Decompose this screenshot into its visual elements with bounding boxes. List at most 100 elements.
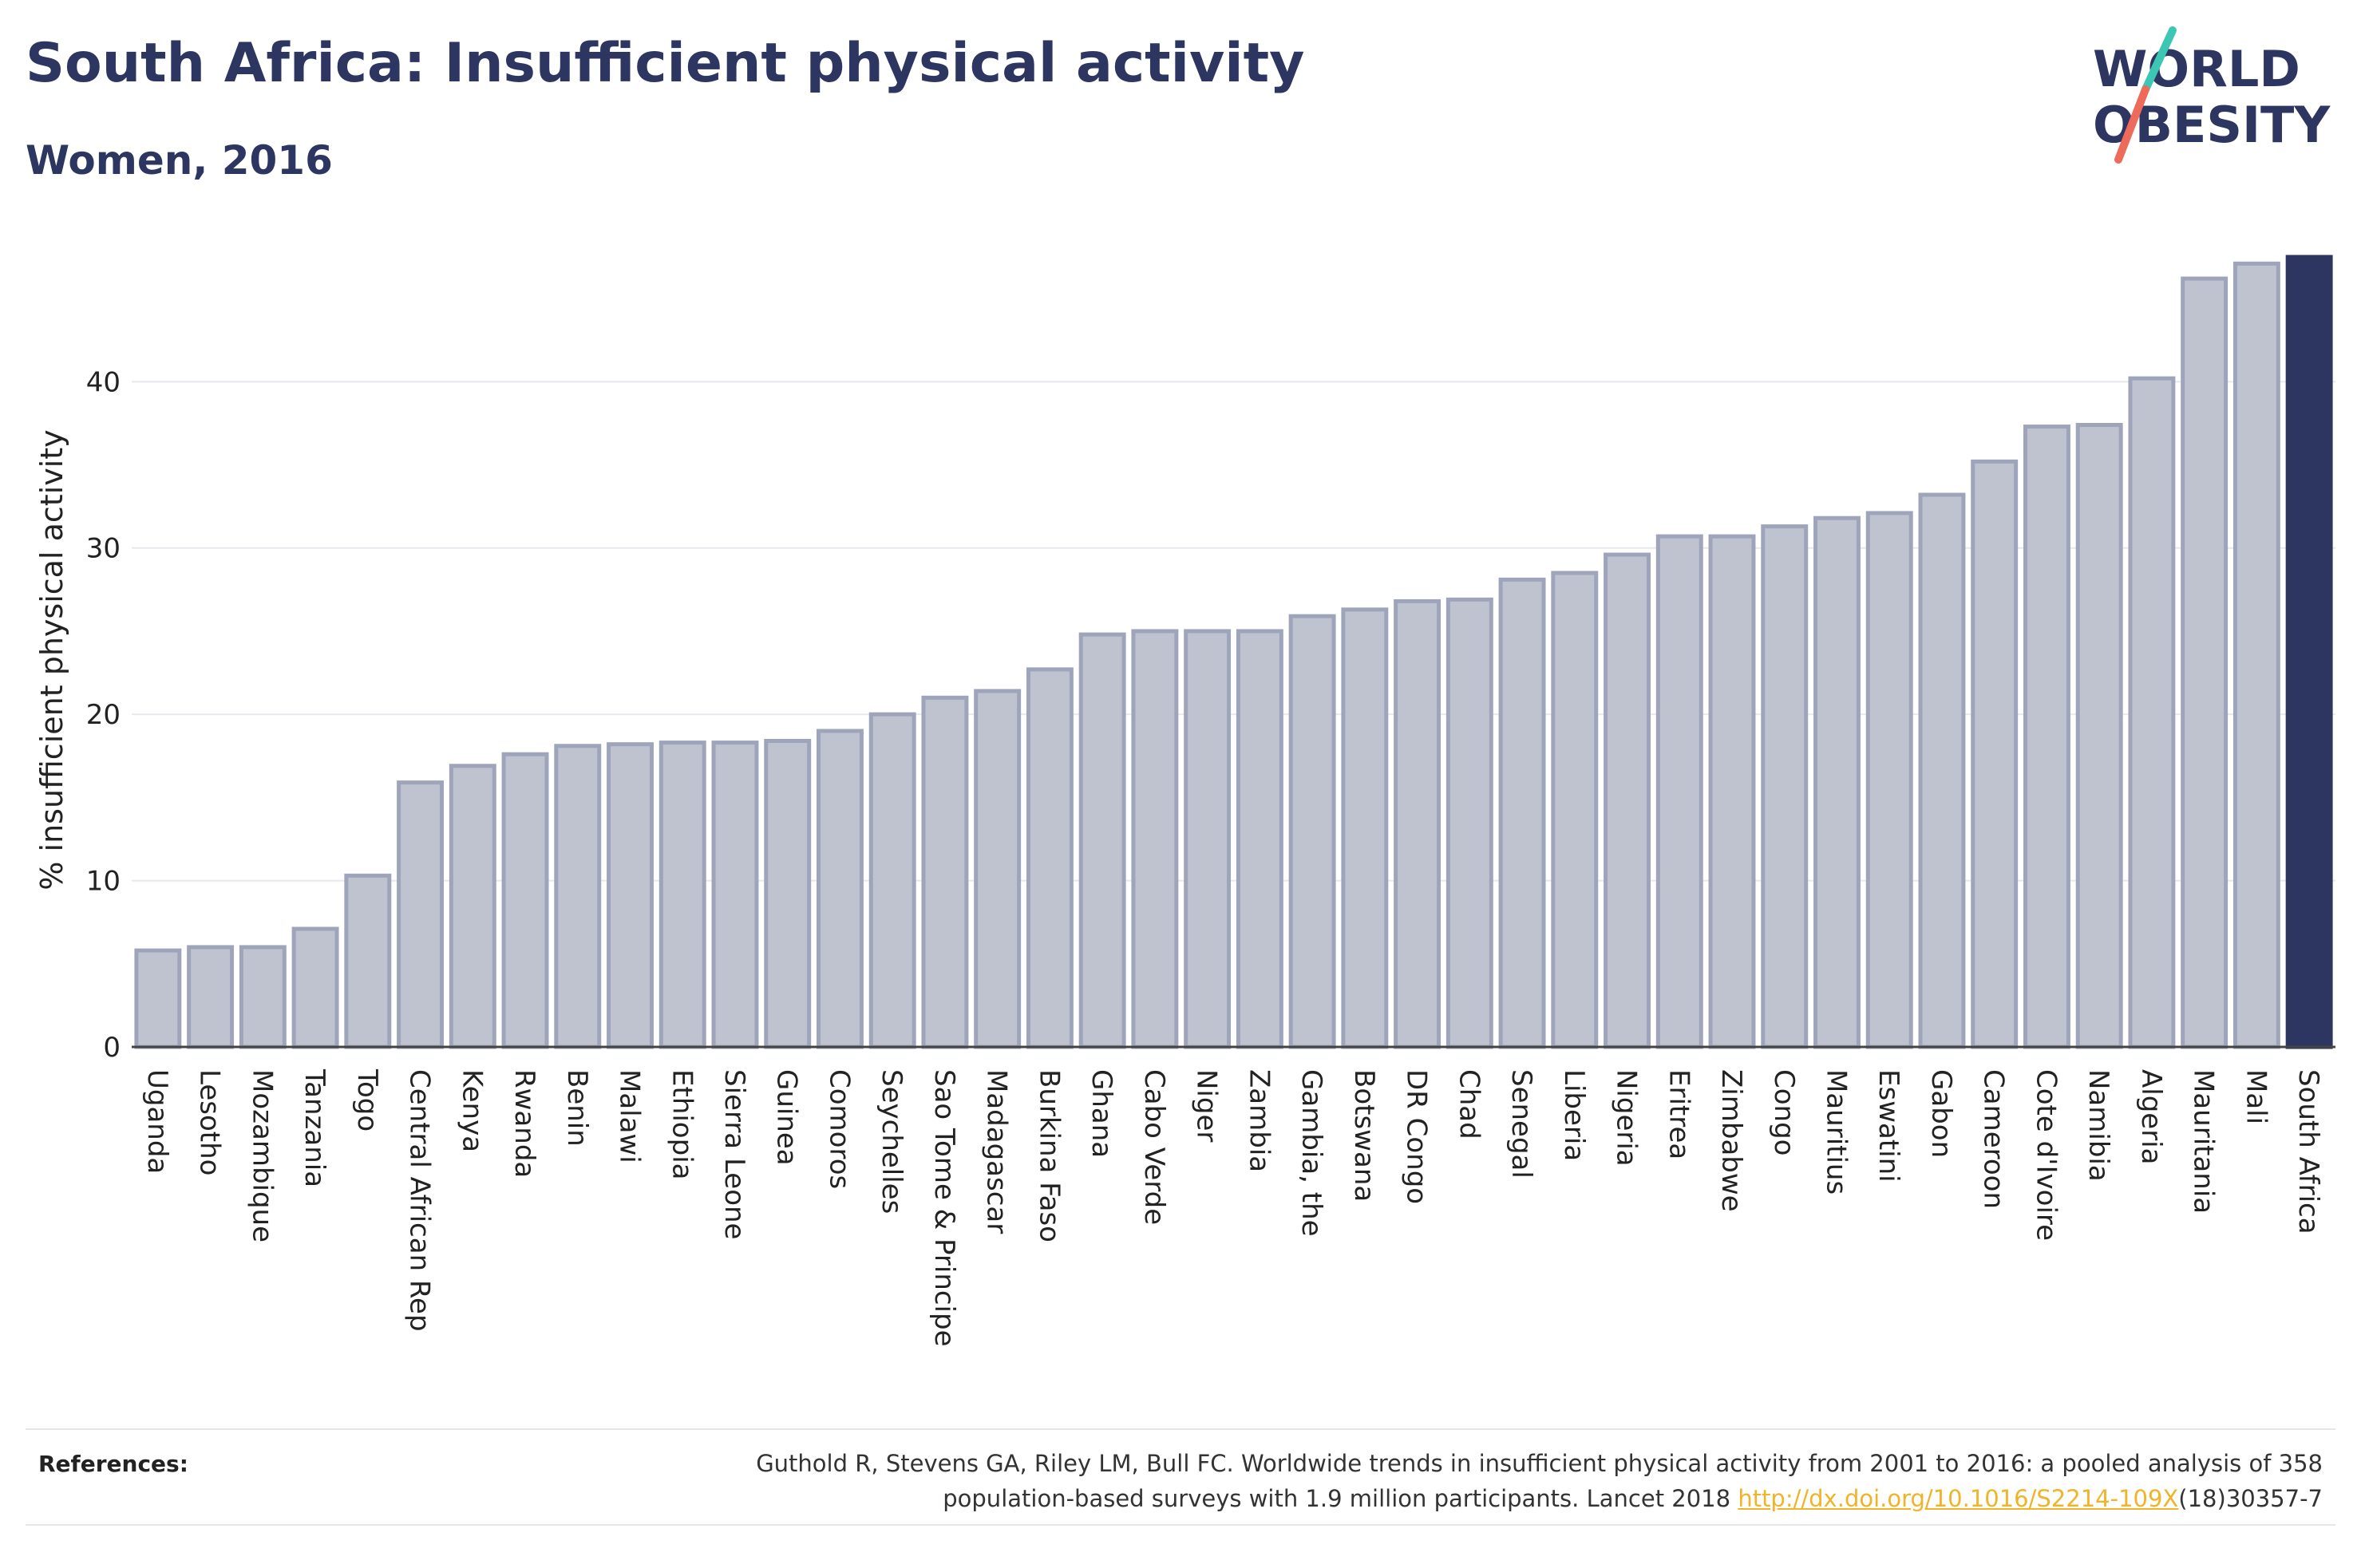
bar [291,926,339,1049]
x-tick-label: Lesotho [194,1069,226,1175]
references-label: References: [38,1451,188,1477]
x-tick-label: Algeria [2135,1069,2167,1164]
bar [607,742,654,1049]
bar-chart: 0 10 20 30 40 % insufficient physical activit… [34,255,2335,1347]
x-tick-label: South Africa [2292,1069,2324,1234]
x-tick-label: Eritrea [1663,1069,1695,1159]
y-tick-label: 10 [86,866,121,898]
bar [1604,552,1651,1049]
x-tick-label: Zimbabwe [1715,1069,1747,1212]
logo-coral-stroke [2114,85,2149,164]
bar [1655,534,1703,1049]
bar-highlight [2285,255,2333,1049]
x-tick-label: Cabo Verde [1138,1069,1170,1225]
x-tick-label: Niger [1191,1069,1223,1142]
x-tick-label: Comoros [823,1069,855,1189]
bar [658,741,706,1049]
x-tick-label: Gambia, the [1295,1069,1327,1237]
x-tick-label: Sierra Leone [718,1069,750,1239]
bar [921,695,969,1049]
x-tick-label: Botswana [1348,1069,1380,1202]
bar [868,712,916,1049]
bar [764,739,812,1049]
bar [1078,632,1126,1049]
bar [1184,629,1232,1049]
bar [2128,376,2176,1049]
footer-divider-top [26,1428,2335,1430]
bar [1865,511,1913,1049]
bar [397,780,445,1049]
x-tick-label: Cote d'Ivoire [2030,1069,2062,1241]
x-tick-label: Madagascar [981,1069,1013,1234]
bar [134,948,182,1049]
bar [1918,492,1966,1049]
world-obesity-logo: WORLD OBESITY [2083,24,2347,176]
x-tick-label: Uganda [141,1069,173,1174]
x-tick-label: Nigeria [1611,1069,1643,1167]
reference-line2-prefix: population-based surveys with 1.9 millio… [943,1485,1738,1512]
x-tick-label: Rwanda [508,1069,540,1178]
x-tick-label: Sao Tome & Principe [928,1069,960,1347]
page-title: South Africa: Insufficient physical acti… [26,32,1305,95]
x-tick-label: Chad [1453,1069,1485,1139]
x-tick-label: Congo [1768,1069,1800,1155]
bar [554,744,602,1049]
x-tick-label: Tanzania [299,1068,330,1187]
x-tick-label: Cameroon [1978,1069,2010,1209]
x-tick-label: Mauritius [1820,1069,1852,1195]
page-subtitle: Women, 2016 [26,137,333,184]
bar [449,764,496,1049]
x-tick-label: Eswatini [1873,1069,1904,1183]
reference-line1: Guthold R, Stevens GA, Riley LM, Bull FC… [756,1450,2323,1477]
bar [239,945,287,1049]
bar [1761,524,1809,1049]
x-tick-label: Ghana [1086,1069,1117,1158]
x-tick-label: Guinea [771,1069,803,1166]
reference-doi-link[interactable]: http://dx.doi.org/10.1016/S2214-109X [1738,1485,2179,1512]
bar [1813,515,1861,1049]
x-tick-label: Malawi [614,1069,646,1163]
bar [1026,667,1074,1049]
x-tick-label: Senegal [1505,1069,1537,1179]
bar [1971,459,2019,1049]
bar [1236,629,1283,1049]
bar [187,945,235,1049]
x-tick-label: Ethiopia [666,1069,698,1179]
bar [1498,577,1546,1049]
x-tick-label: Kenya [456,1069,488,1152]
bar [1131,629,1179,1049]
logo-line1: WORLD [2093,40,2300,98]
bar [1708,534,1756,1049]
x-tick-label: Liberia [1558,1069,1590,1161]
references-text: Guthold R, Stevens GA, Riley LM, Bull FC… [487,1446,2323,1516]
bar [711,741,759,1049]
x-tick-label: Mali [2240,1069,2272,1124]
x-tick-label: Zambia [1243,1069,1275,1172]
x-tick-label: Gabon [1925,1069,1957,1158]
world-obesity-logo-mark: WORLD OBESITY [2093,26,2331,164]
bar [1288,614,1336,1049]
x-tick-label: Seychelles [876,1069,908,1214]
x-tick-label: Central African Rep [404,1069,436,1332]
bar [2023,425,2070,1049]
y-axis-label: % insufficient physical activity [34,429,69,890]
logo-teal-stroke [2142,26,2177,93]
bar [1341,607,1389,1049]
y-tick-label: 30 [86,533,121,565]
x-tick-label: Togo [351,1068,383,1132]
x-tick-label: Mozambique [246,1069,278,1242]
x-tick-label: Namibia [2082,1069,2114,1182]
bar [1445,597,1493,1049]
bar [817,729,864,1049]
reference-line2-suffix: (18)30357-7 [2178,1485,2323,1512]
y-tick-label: 20 [86,699,121,731]
x-tick-label: Benin [561,1069,593,1147]
bar [974,689,1022,1049]
bar [501,752,549,1049]
bar [2181,276,2229,1049]
x-tick-label: Burkina Faso [1033,1069,1065,1242]
y-tick-label: 0 [103,1032,121,1064]
bar [344,873,392,1049]
bar [1551,571,1599,1049]
bar [1394,598,1442,1049]
